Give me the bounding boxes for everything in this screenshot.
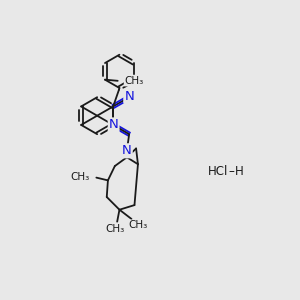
Text: HCl: HCl (208, 165, 229, 178)
Text: CH₃: CH₃ (70, 172, 89, 182)
Text: N: N (124, 90, 134, 103)
Text: CH₃: CH₃ (124, 76, 144, 85)
Text: CH₃: CH₃ (129, 220, 148, 230)
Text: CH₃: CH₃ (105, 224, 124, 234)
Text: –: – (228, 165, 234, 178)
Text: N: N (109, 118, 118, 131)
Text: N: N (122, 144, 132, 157)
Text: H: H (235, 165, 244, 178)
